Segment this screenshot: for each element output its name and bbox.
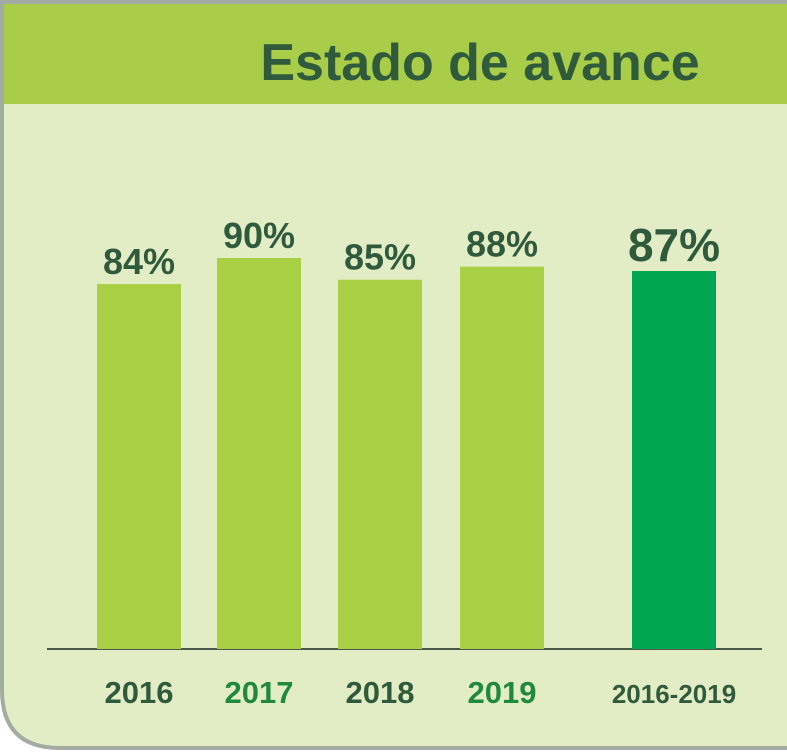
bar (217, 258, 301, 649)
bar (632, 271, 716, 649)
bar (460, 266, 544, 649)
x-tick-label: 2017 (225, 675, 294, 710)
value-label: 88% (466, 224, 538, 265)
bar (338, 279, 422, 649)
x-tick-label: 2016 (105, 675, 174, 710)
bar (97, 284, 181, 649)
x-tick-label: 2019 (468, 675, 537, 710)
value-label: 87% (628, 219, 720, 271)
value-label: 85% (344, 237, 416, 278)
x-tick-label: 2016-2019 (612, 679, 736, 709)
header-band (4, 4, 787, 104)
chart-title: Estado de avance (260, 34, 699, 92)
value-label: 90% (223, 215, 295, 256)
value-label: 84% (103, 241, 175, 282)
x-tick-label: 2018 (346, 675, 415, 710)
